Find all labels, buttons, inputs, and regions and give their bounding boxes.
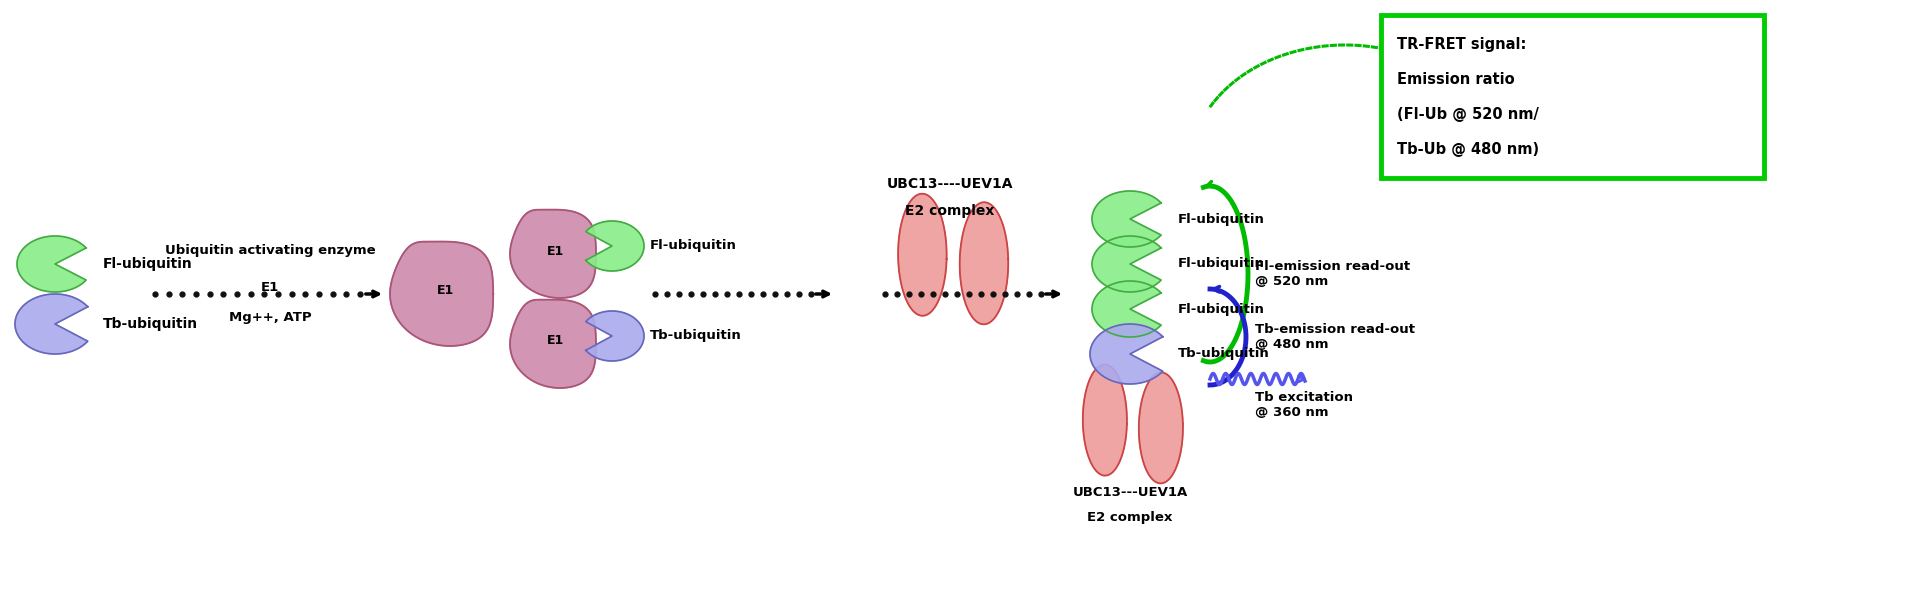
Polygon shape xyxy=(511,209,595,298)
FancyBboxPatch shape xyxy=(1380,15,1764,178)
Text: TR-FRET signal:: TR-FRET signal: xyxy=(1398,37,1526,52)
Text: E1: E1 xyxy=(547,334,564,348)
Text: Mg++, ATP: Mg++, ATP xyxy=(228,311,311,324)
Text: E1: E1 xyxy=(436,284,453,298)
Polygon shape xyxy=(1083,365,1127,476)
Polygon shape xyxy=(586,221,643,271)
Text: UBC13---UEV1A: UBC13---UEV1A xyxy=(1073,485,1188,499)
Text: Fl-ubiquitin: Fl-ubiquitin xyxy=(1179,303,1265,315)
Polygon shape xyxy=(1139,373,1183,484)
Polygon shape xyxy=(1092,191,1162,247)
Polygon shape xyxy=(1092,281,1162,337)
Polygon shape xyxy=(899,194,947,315)
Polygon shape xyxy=(586,311,643,361)
Text: Emission ratio: Emission ratio xyxy=(1398,72,1515,87)
Text: Ubiquitin activating enzyme: Ubiquitin activating enzyme xyxy=(165,244,374,257)
Text: UBC13----UEV1A: UBC13----UEV1A xyxy=(887,177,1014,191)
Text: Tb-emission read-out
@ 480 nm: Tb-emission read-out @ 480 nm xyxy=(1256,323,1415,351)
Text: Tb-ubiquitin: Tb-ubiquitin xyxy=(651,329,741,342)
Text: Tb excitation
@ 360 nm: Tb excitation @ 360 nm xyxy=(1256,391,1354,419)
Text: Fl-emission read-out
@ 520 nm: Fl-emission read-out @ 520 nm xyxy=(1256,260,1409,288)
Text: E2 complex: E2 complex xyxy=(1087,510,1173,524)
Text: Fl-ubiquitin: Fl-ubiquitin xyxy=(1179,258,1265,270)
Polygon shape xyxy=(1092,236,1162,292)
Polygon shape xyxy=(390,242,493,346)
Text: Tb-ubiquitin: Tb-ubiquitin xyxy=(104,317,198,331)
Text: (Fl-Ub @ 520 nm/: (Fl-Ub @ 520 nm/ xyxy=(1398,107,1538,122)
Text: E1: E1 xyxy=(261,281,278,294)
Text: Fl-ubiquitin: Fl-ubiquitin xyxy=(1179,213,1265,225)
Text: Tb-Ub @ 480 nm): Tb-Ub @ 480 nm) xyxy=(1398,142,1540,157)
Polygon shape xyxy=(17,236,86,292)
Text: E2 complex: E2 complex xyxy=(906,204,995,218)
Polygon shape xyxy=(960,202,1008,325)
Text: Fl-ubiquitin: Fl-ubiquitin xyxy=(104,257,192,271)
Text: Tb-ubiquitin: Tb-ubiquitin xyxy=(1179,348,1269,361)
Polygon shape xyxy=(1091,324,1164,384)
Polygon shape xyxy=(15,294,88,354)
Polygon shape xyxy=(511,300,595,388)
Text: Fl-ubiquitin: Fl-ubiquitin xyxy=(651,239,737,253)
Text: E1: E1 xyxy=(547,244,564,258)
